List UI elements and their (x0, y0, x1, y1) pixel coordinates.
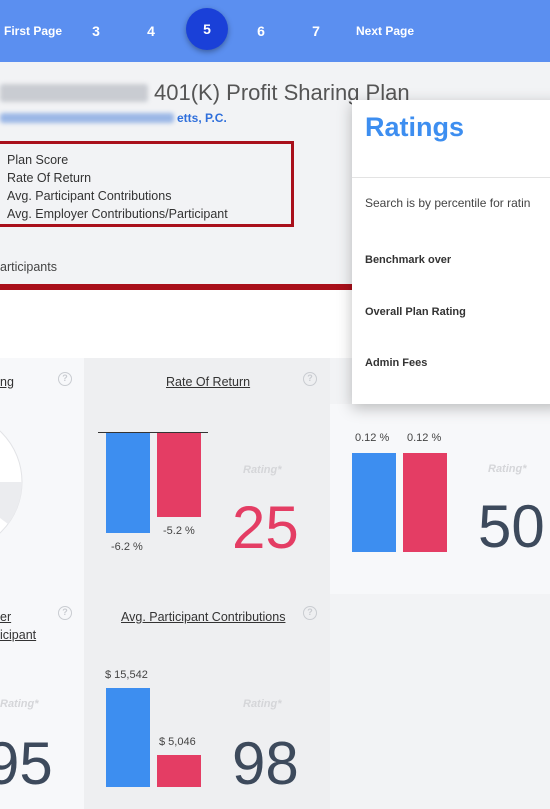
option-overall-plan-rating[interactable]: Overall Plan Rating (365, 306, 466, 318)
rate-of-return-benchmark-bar (157, 433, 201, 517)
ratings-popup-note: Search is by percentile for ratin (365, 196, 531, 210)
ratings-popup-title: Ratings (365, 112, 465, 142)
card-admin-fees: 0.12 % 0.12 % Rating* 50 (330, 404, 550, 594)
question-circle-icon[interactable]: ? (303, 372, 317, 386)
next-page-link[interactable]: Next Page (356, 24, 415, 38)
redacted-sponsor-name (0, 84, 148, 102)
question-circle-icon[interactable]: ? (58, 606, 72, 620)
rate-of-return-plan-bar (106, 433, 150, 533)
ratings-popup: Ratings Search is by percentile for rati… (352, 100, 550, 404)
card-plan-score: ng ? (0, 358, 84, 594)
admin-fees-plan-value: 0.12 % (355, 432, 390, 444)
popup-divider (352, 177, 550, 178)
participants-label: articipants (0, 260, 57, 274)
rate-of-return-plan-value: -6.2 % (111, 541, 143, 553)
page-link-5-active[interactable]: 5 (186, 8, 228, 50)
empty-card-area (330, 594, 550, 809)
admin-fees-benchmark-bar (403, 453, 447, 552)
question-circle-icon[interactable]: ? (58, 372, 72, 386)
sponsor-link[interactable]: etts, P.C. (177, 111, 227, 125)
page-link-3[interactable]: 3 (92, 23, 100, 39)
rate-of-return-benchmark-value: -5.2 % (163, 524, 195, 537)
option-benchmark-over[interactable]: Benchmark over (365, 254, 452, 266)
card-avg-employer-title-line2[interactable]: icipant (0, 628, 37, 642)
card-avg-participant-contributions: Avg. Participant Contributions ? $ 15,54… (84, 594, 330, 809)
metric-avg-participant-contributions: Avg. Participant Contributions (7, 189, 172, 203)
card-rate-of-return-title[interactable]: Rate Of Return (166, 375, 251, 389)
rating-label: Rating* (243, 698, 282, 710)
metric-rate-of-return: Rate Of Return (7, 171, 92, 185)
page-link-6[interactable]: 6 (257, 23, 265, 39)
card-plan-score-title[interactable]: ng (0, 375, 14, 389)
page-link-7[interactable]: 7 (312, 23, 320, 39)
page-link-4[interactable]: 4 (147, 23, 155, 39)
rating-label: Rating* (243, 464, 282, 476)
rate-of-return-rating: 25 (232, 494, 299, 561)
option-admin-fees[interactable]: Admin Fees (365, 357, 428, 369)
metric-plan-score: Plan Score (7, 153, 69, 167)
card-avg-employer-contributions: er icipant ? Rating* 95 (0, 594, 84, 809)
pagination-bar: First Page 3 4 5 6 7 Next Page (0, 0, 550, 62)
metrics-highlight-box: Plan Score Rate Of Return Avg. Participa… (0, 141, 294, 227)
highlight-underline (0, 284, 360, 290)
admin-fees-rating: 50 (478, 493, 545, 560)
zero-baseline (98, 432, 208, 433)
admin-fees-benchmark-value: 0.12 % (407, 432, 442, 444)
question-circle-icon[interactable]: ? (303, 606, 317, 620)
metric-avg-employer-contributions: Avg. Employer Contributions/Participant (7, 207, 228, 221)
first-page-link[interactable]: First Page (4, 24, 63, 38)
rating-label: Rating* (0, 698, 39, 710)
plan-score-pie (0, 430, 23, 534)
avg-participant-plan-bar (106, 688, 150, 787)
avg-participant-rating: 98 (232, 730, 299, 797)
avg-employer-rating: 95 (0, 730, 53, 797)
redacted-sponsor-link (0, 113, 174, 123)
avg-participant-plan-value: $ 15,542 (105, 669, 148, 681)
card-avg-participant-title[interactable]: Avg. Participant Contributions (121, 610, 286, 624)
admin-fees-plan-bar (352, 453, 396, 552)
card-rate-of-return: Rate Of Return ? -6.2 % -5.2 % Rating* 2… (84, 358, 330, 594)
rating-label: Rating* (488, 463, 527, 475)
card-avg-employer-title-line1[interactable]: er (0, 610, 12, 624)
avg-participant-benchmark-value: $ 5,046 (159, 735, 196, 748)
avg-participant-benchmark-bar (157, 754, 201, 787)
